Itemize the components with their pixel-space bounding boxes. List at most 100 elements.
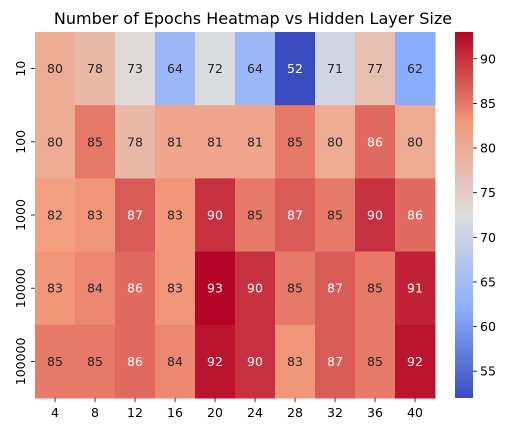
cell-value-label-r1-c5: 81 <box>247 134 263 149</box>
cell-value-label-r0-c2: 73 <box>127 61 143 76</box>
heatmap-cell-r3-c9 <box>395 251 436 326</box>
heatmap-cell-r2-c2 <box>115 178 156 253</box>
cell-value-label-r3-c2: 86 <box>127 281 143 296</box>
heatmap-cell-r2-c7 <box>315 178 356 253</box>
cell-value-label-r1-c4: 81 <box>207 134 223 149</box>
cell-value-label-r3-c7: 87 <box>327 281 343 296</box>
heatmap-cell-r4-c2 <box>115 324 156 399</box>
heatmap-cell-r0-c6 <box>275 32 316 106</box>
heatmap-cell-r3-c1 <box>75 251 116 326</box>
y-tick-label-3: 10000 <box>13 268 28 308</box>
cell-value-label-r0-c6: 52 <box>287 61 303 76</box>
y-tick-label-2: 1000 <box>13 199 28 231</box>
heatmap-cell-r1-c8 <box>355 105 396 179</box>
colorbar-tick-label-7: 90 <box>480 51 496 66</box>
colorbar-tick-label-0: 55 <box>480 364 496 379</box>
heatmap-cell-r0-c3 <box>155 32 196 106</box>
heatmap-cells: 80 78 73 64 72 64 52 71 77 62 80 85 78 81 81 81 85 80 86 80… <box>35 32 436 399</box>
heatmap-cell-r1-c3 <box>155 105 196 179</box>
y-tick-label-0: 10 <box>13 61 28 77</box>
cell-value-label-r3-c3: 83 <box>167 281 183 296</box>
heatmap-cell-r4-c9 <box>395 324 436 399</box>
heatmap-cell-r0-c0 <box>35 32 76 106</box>
heatmap-cell-r4-c0 <box>35 324 76 399</box>
heatmap-cell-r4-c1 <box>75 324 116 399</box>
cell-value-label-r4-c6: 83 <box>287 354 303 369</box>
heatmap-cell-r0-c8 <box>355 32 396 106</box>
cell-value-label-r3-c6: 85 <box>287 281 303 296</box>
cell-value-label-r0-c7: 71 <box>327 61 343 76</box>
colorbar-gradient <box>455 32 473 398</box>
heatmap-cell-r3-c2 <box>115 251 156 326</box>
cell-value-label-r0-c1: 78 <box>87 61 103 76</box>
colorbar-tick-label-4: 75 <box>480 185 496 200</box>
cell-value-label-r0-c9: 62 <box>407 61 423 76</box>
cell-value-label-r0-c5: 64 <box>247 61 263 76</box>
heatmap-cell-r4-c8 <box>355 324 396 399</box>
cell-value-label-r3-c5: 90 <box>247 281 263 296</box>
heatmap-cell-r1-c2 <box>115 105 156 179</box>
colorbar: 55 60 65 70 75 80 85 90 <box>455 32 496 398</box>
heatmap-cell-r2-c4 <box>195 178 236 253</box>
colorbar-tick-label-2: 65 <box>480 274 496 289</box>
heatmap-cell-r2-c9 <box>395 178 436 253</box>
heatmap-cell-r0-c5 <box>235 32 276 106</box>
cell-value-label-r4-c3: 84 <box>167 354 183 369</box>
x-tick-label-5: 24 <box>247 405 263 420</box>
heatmap-cell-r1-c7 <box>315 105 356 179</box>
cell-value-label-r1-c0: 80 <box>47 134 63 149</box>
cell-value-label-r2-c0: 82 <box>47 208 63 223</box>
cell-value-label-r3-c8: 85 <box>367 281 383 296</box>
heatmap-cell-r4-c7 <box>315 324 356 399</box>
cell-value-label-r2-c6: 87 <box>287 208 303 223</box>
cell-value-label-r1-c7: 80 <box>327 134 343 149</box>
heatmap-cell-r1-c4 <box>195 105 236 179</box>
cell-value-label-r3-c0: 83 <box>47 281 63 296</box>
x-tick-label-7: 32 <box>327 405 343 420</box>
heatmap-cell-r3-c7 <box>315 251 356 326</box>
x-tick-label-6: 28 <box>287 405 303 420</box>
heatmap-cell-r0-c4 <box>195 32 236 106</box>
x-tick-label-2: 12 <box>127 405 143 420</box>
heatmap-cell-r4-c4 <box>195 324 236 399</box>
cell-value-label-r2-c7: 85 <box>327 208 343 223</box>
cell-value-label-r2-c1: 83 <box>87 208 103 223</box>
heatmap-cell-r2-c3 <box>155 178 196 253</box>
x-axis-ticks: 4 8 12 16 20 24 28 32 36 40 <box>51 398 423 420</box>
cell-value-label-r0-c3: 64 <box>167 61 183 76</box>
cell-value-label-r2-c8: 90 <box>367 208 383 223</box>
colorbar-tick-label-6: 85 <box>480 96 496 111</box>
cell-value-label-r4-c2: 86 <box>127 354 143 369</box>
cell-value-label-r4-c8: 85 <box>367 354 383 369</box>
cell-value-label-r3-c1: 84 <box>87 281 103 296</box>
heatmap-cell-r4-c5 <box>235 324 276 399</box>
x-tick-label-9: 40 <box>407 405 423 420</box>
heatmap-cell-r0-c7 <box>315 32 356 106</box>
x-tick-label-0: 4 <box>51 405 59 420</box>
x-tick-label-8: 36 <box>367 405 383 420</box>
y-tick-label-1: 100 <box>13 130 28 154</box>
heatmap-cell-r4-c6 <box>275 324 316 399</box>
heatmap-cell-r1-c0 <box>35 105 76 179</box>
cell-value-label-r1-c3: 81 <box>167 134 183 149</box>
cell-value-label-r3-c4: 93 <box>207 281 223 296</box>
cell-value-label-r4-c4: 92 <box>207 354 223 369</box>
heatmap-cell-r3-c3 <box>155 251 196 326</box>
x-tick-label-4: 20 <box>207 405 223 420</box>
cell-value-label-r2-c5: 85 <box>247 208 263 223</box>
heatmap-cell-r2-c0 <box>35 178 76 253</box>
cell-value-label-r2-c4: 90 <box>207 208 223 223</box>
heatmap-cell-r3-c4 <box>195 251 236 326</box>
cell-value-label-r0-c4: 72 <box>207 61 223 76</box>
heatmap-cell-r3-c5 <box>235 251 276 326</box>
cell-value-label-r3-c9: 91 <box>407 281 423 296</box>
cell-value-label-r1-c2: 78 <box>127 134 143 149</box>
colorbar-tick-label-5: 80 <box>480 141 496 156</box>
heatmap-cell-r3-c6 <box>275 251 316 326</box>
heatmap-cell-r4-c3 <box>155 324 196 399</box>
colorbar-tick-label-3: 70 <box>480 230 496 245</box>
x-tick-label-1: 8 <box>91 405 99 420</box>
cell-value-label-r4-c0: 85 <box>47 354 63 369</box>
cell-value-label-r1-c6: 85 <box>287 134 303 149</box>
